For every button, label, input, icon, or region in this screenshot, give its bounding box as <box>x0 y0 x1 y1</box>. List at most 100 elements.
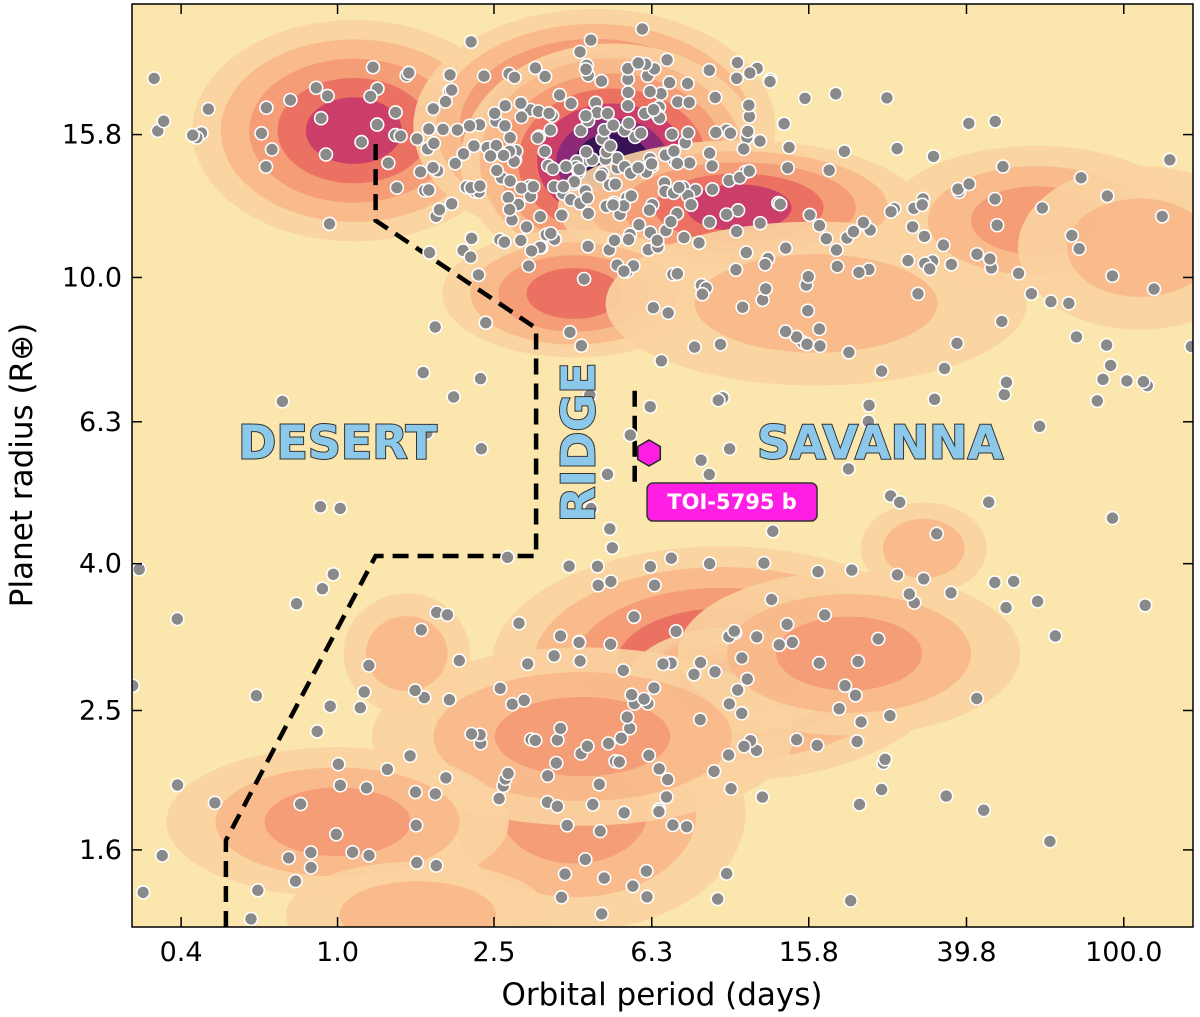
planet-point <box>765 523 781 539</box>
planet-point <box>408 817 424 833</box>
planet-point <box>702 145 717 161</box>
planet-point <box>683 197 699 212</box>
planet-point <box>135 885 151 900</box>
planet-point <box>514 109 529 125</box>
planet-point <box>621 115 637 131</box>
planet-point <box>687 339 702 355</box>
planet-point <box>659 789 674 805</box>
planet-point <box>456 146 471 162</box>
planet-point <box>665 817 681 833</box>
planet-point <box>250 882 266 898</box>
planet-point <box>1043 294 1059 309</box>
planet-point <box>889 141 905 156</box>
planet-point <box>735 299 750 315</box>
planet-point <box>616 263 632 279</box>
planet-point <box>259 100 274 115</box>
x-tick-label: 15.8 <box>779 937 839 968</box>
y-tick-label: 2.5 <box>79 695 122 726</box>
planet-point <box>146 71 162 86</box>
planet-point <box>427 786 443 802</box>
planet-point <box>444 196 460 212</box>
planet-point <box>702 214 717 230</box>
points-layer <box>132 21 1193 927</box>
planet-point <box>680 76 695 91</box>
planet-point <box>944 257 959 272</box>
planet-point <box>580 738 595 754</box>
planet-point <box>1061 295 1077 311</box>
planet-point <box>500 549 515 565</box>
planet-point <box>315 581 330 597</box>
planet-point <box>976 802 992 818</box>
planet-point <box>870 631 886 647</box>
planet-point <box>519 219 534 235</box>
planet-point <box>778 240 794 256</box>
planet-point <box>999 374 1014 390</box>
planet-point <box>464 726 479 742</box>
planet-point <box>741 163 757 179</box>
planet-point <box>799 336 815 352</box>
planet-point <box>322 216 337 232</box>
planet-point <box>659 52 675 68</box>
planet-point <box>594 906 610 922</box>
planet-point <box>905 219 920 235</box>
planet-point <box>849 734 865 749</box>
density-contour <box>365 616 448 691</box>
planet-point <box>722 441 737 457</box>
planet-point <box>812 338 828 354</box>
planet-point <box>1073 170 1089 185</box>
planet-point <box>309 724 325 739</box>
planet-point <box>489 163 505 178</box>
planet-point <box>444 82 460 98</box>
planet-point <box>447 156 463 171</box>
planet-point <box>1048 628 1063 644</box>
planet-point <box>630 160 646 175</box>
planet-point <box>883 204 899 219</box>
planet-point <box>664 126 680 142</box>
planet-point <box>1090 393 1105 409</box>
planet-point <box>603 574 619 589</box>
planet-point <box>764 592 779 607</box>
planet-point <box>969 691 985 706</box>
planet-point <box>497 234 512 250</box>
y-tick-label: 10.0 <box>62 262 122 293</box>
planet-point <box>649 233 665 248</box>
planet-point <box>500 766 516 781</box>
planet-point <box>829 242 844 258</box>
planet-point <box>861 397 877 413</box>
planet-point <box>645 300 661 316</box>
planet-point <box>692 712 708 727</box>
planet-point <box>821 162 837 178</box>
planet-point <box>601 736 616 751</box>
planet-point <box>739 671 755 687</box>
planet-point <box>513 95 529 111</box>
planet-point <box>582 387 598 403</box>
planet-point <box>426 136 442 151</box>
planet-point <box>132 562 147 577</box>
planet-point <box>283 92 298 108</box>
planet-point <box>308 80 324 96</box>
density-contour <box>694 254 938 353</box>
planet-point <box>170 777 185 793</box>
planet-point <box>421 182 437 198</box>
planet-point <box>608 176 623 192</box>
planet-point <box>622 427 638 443</box>
planet-point <box>926 149 941 164</box>
planet-point <box>757 257 773 272</box>
planet-point <box>781 140 797 155</box>
planet-point <box>559 818 575 833</box>
planet-point <box>243 911 259 927</box>
planet-point <box>442 692 457 708</box>
density-contour <box>883 518 965 579</box>
planet-point <box>742 65 758 81</box>
planet-point <box>451 653 467 668</box>
planet-point <box>473 371 488 386</box>
planet-point <box>620 85 636 100</box>
planet-point <box>207 795 223 811</box>
planet-point <box>492 680 508 696</box>
planet-point <box>892 494 908 510</box>
planet-point <box>929 526 945 542</box>
planet-point <box>755 789 770 805</box>
planet-point <box>853 714 869 730</box>
planet-point <box>707 90 723 105</box>
